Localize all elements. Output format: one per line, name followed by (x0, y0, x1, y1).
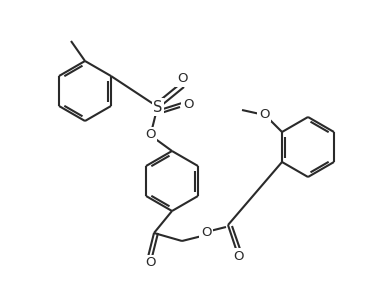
Text: O: O (233, 249, 243, 263)
Text: S: S (153, 100, 163, 115)
Text: O: O (145, 129, 155, 141)
Text: O: O (183, 98, 193, 112)
Text: O: O (259, 108, 269, 120)
Text: O: O (145, 257, 155, 269)
Text: O: O (201, 227, 211, 239)
Text: O: O (177, 72, 187, 86)
